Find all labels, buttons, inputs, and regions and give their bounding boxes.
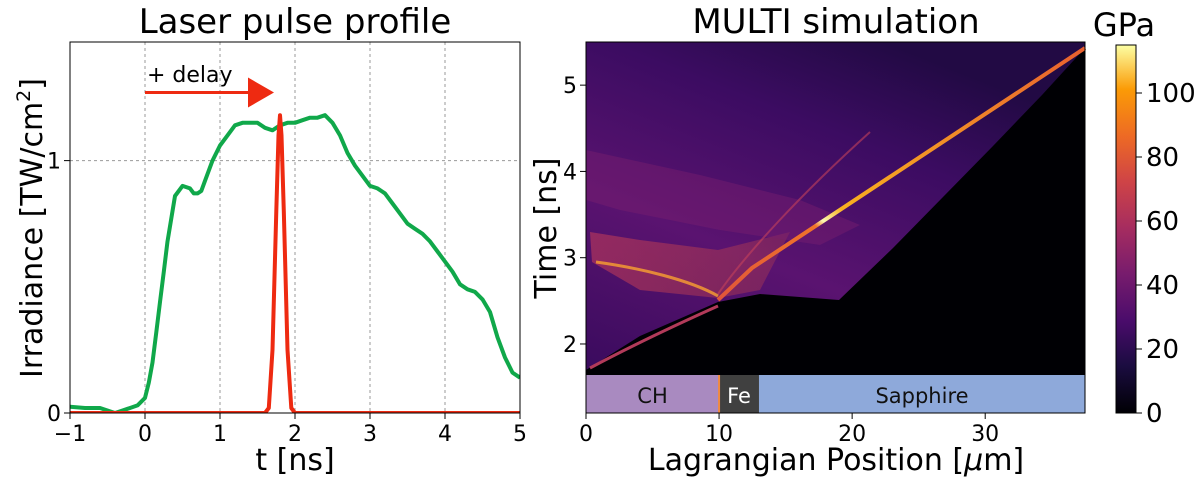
- left-x-tick-label: 1: [213, 422, 227, 447]
- heatmap-release-wave: [717, 131, 871, 295]
- material-region-bar: CH Fe Sapphire: [586, 375, 1085, 413]
- right-chart-title: MULTI simulation: [692, 2, 979, 42]
- delay-arrow-head: [248, 77, 274, 108]
- colorbar-tick-label: 0: [1146, 399, 1163, 429]
- series-line-main-pulse: [70, 113, 520, 413]
- right-x-ticks: 0 10 20 30: [579, 413, 999, 447]
- colorbar-tick-label: 20: [1146, 335, 1179, 365]
- region-fe-block: [719, 375, 759, 413]
- multi-simulation-panel: MULTI simulation CH Fe Sapphire 0 10 20 30 23…: [529, 2, 1196, 477]
- left-x-tick-label: 5: [513, 422, 527, 447]
- right-x-tick-label: 30: [971, 422, 999, 447]
- left-x-tick-label: 0: [138, 422, 152, 447]
- left-y-ticks: 01: [47, 150, 70, 427]
- colorbar: GPa 0 20 40 60 80 100: [1093, 6, 1196, 429]
- heatmap-ch-shock: [589, 304, 719, 370]
- right-plot-frame: [585, 41, 1086, 414]
- left-y-axis-label-sup: 2: [13, 90, 35, 102]
- left-x-tick-label: 4: [438, 422, 452, 447]
- right-x-axis-label-mu: μ: [963, 443, 983, 477]
- colorbar-tick-label: 40: [1146, 271, 1179, 301]
- left-series: [70, 113, 520, 413]
- left-x-tick-label: 3: [363, 422, 377, 447]
- colorbar-ticks: 0 20 40 60 80 100: [1136, 79, 1196, 429]
- right-y-tick-label: 3: [563, 247, 577, 272]
- right-x-axis-label-end: m]: [983, 443, 1024, 477]
- region-fe-label: Fe: [727, 384, 751, 408]
- right-x-axis-label: Lagrangian Position [μm]: [648, 443, 1024, 477]
- right-y-tick-label: 4: [563, 160, 577, 185]
- colorbar-gradient: [1115, 44, 1137, 414]
- left-x-tick-label: 2: [288, 422, 302, 447]
- left-y-axis-label-end: ]: [15, 78, 50, 90]
- right-x-tick-label: 10: [705, 422, 733, 447]
- left-gridlines: [70, 42, 520, 413]
- right-y-tick-label: 5: [563, 74, 577, 99]
- left-chart-title: Laser pulse profile: [139, 2, 452, 42]
- right-y-tick-label: 2: [563, 333, 577, 358]
- right-x-tick-label: 0: [579, 422, 593, 447]
- right-x-axis-label-main: Lagrangian Position [: [648, 443, 964, 477]
- heatmap-shock-front: [716, 46, 1087, 302]
- region-sapphire-label: Sapphire: [875, 384, 968, 408]
- left-y-axis-label-main: Irradiance [TW/cm: [15, 102, 50, 378]
- left-y-tick-label: 1: [47, 150, 61, 175]
- left-x-tick-label: −1: [54, 422, 86, 447]
- region-sapphire-block: [758, 375, 1085, 413]
- pressure-heatmap: CH Fe Sapphire: [586, 42, 1087, 413]
- delay-annotation-text: + delay: [147, 63, 233, 88]
- laser-pulse-panel: Laser pulse profile −1 0 1 2 3 4 5 01 t [ns] I…: [13, 2, 527, 477]
- left-y-axis-label: Irradiance [TW/cm2]: [13, 78, 50, 378]
- left-x-ticks: −1 0 1 2 3 4 5: [54, 413, 527, 447]
- heatmap-reflected-wave: [595, 260, 719, 298]
- colorbar-tick-label: 80: [1146, 143, 1179, 173]
- delay-annotation: + delay: [145, 63, 274, 108]
- series-line-probe-pulse: [70, 113, 520, 413]
- region-ch-block: [586, 375, 720, 413]
- left-x-axis-label: t [ns]: [255, 443, 334, 477]
- colorbar-tick-label: 100: [1146, 79, 1196, 109]
- colorbar-label: GPa: [1093, 6, 1155, 44]
- right-x-tick-label: 20: [838, 422, 866, 447]
- left-y-tick-label: 0: [47, 402, 61, 427]
- region-ch-label: CH: [637, 384, 667, 408]
- heatmap-upper-glow: [586, 150, 860, 245]
- colorbar-tick-label: 60: [1146, 207, 1179, 237]
- right-y-ticks: 2 3 4 5: [563, 74, 586, 358]
- right-y-axis-label: Time [ns]: [529, 157, 564, 299]
